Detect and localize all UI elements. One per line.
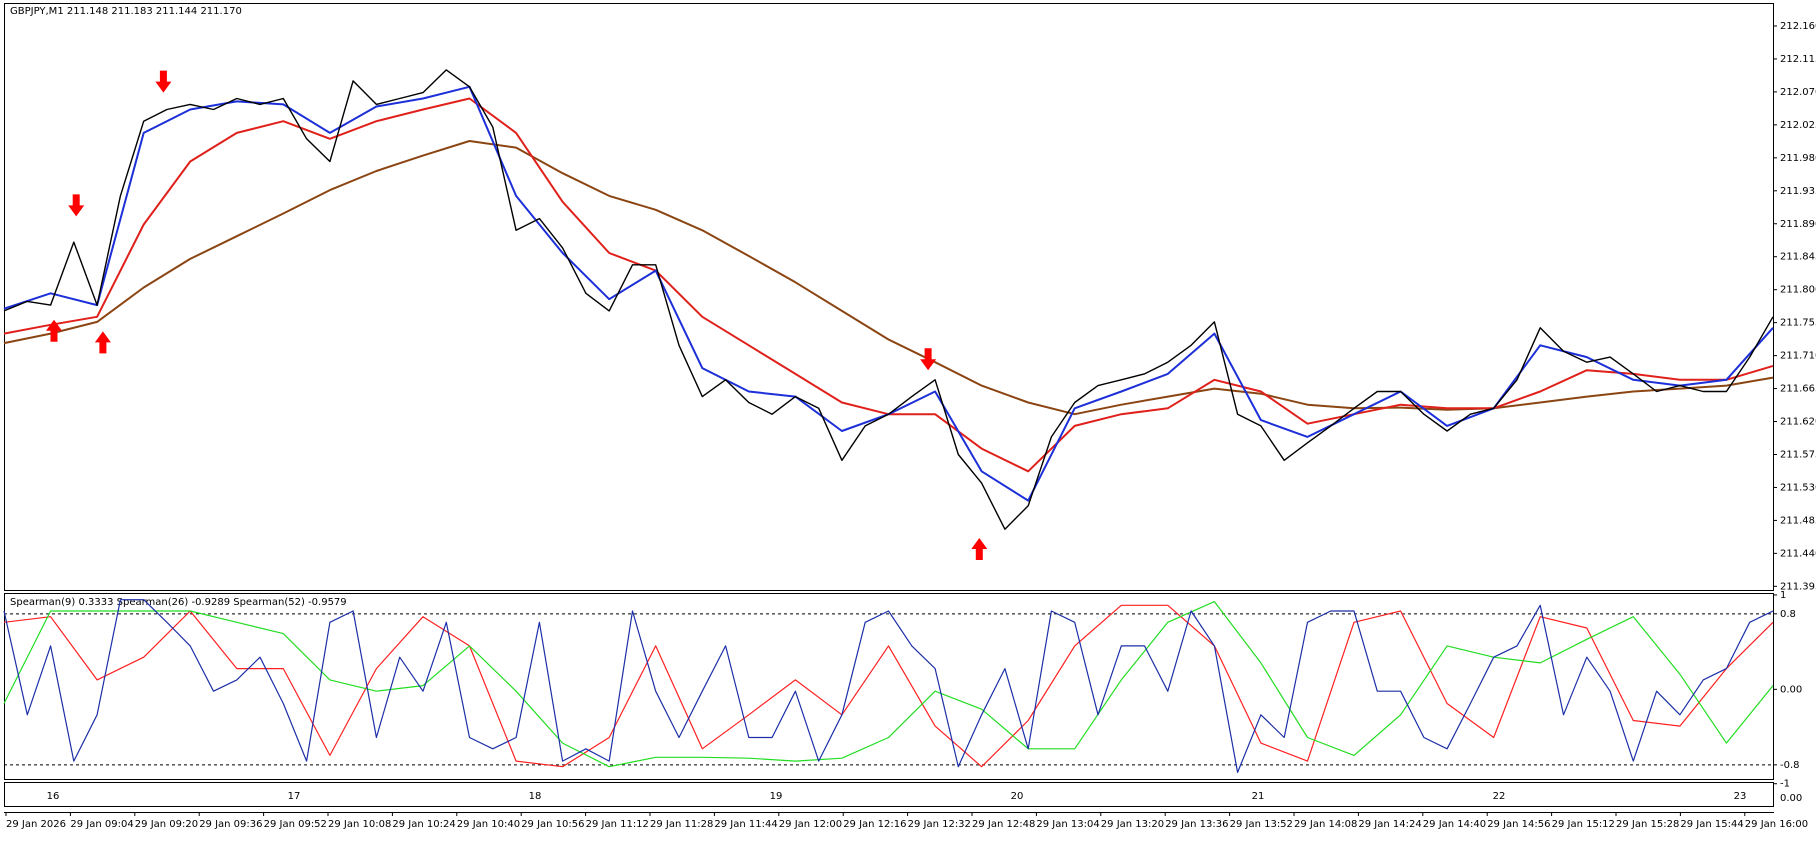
time-label: 29 Jan 12:48 — [972, 819, 1035, 830]
time-label: 29 Jan 13:36 — [1165, 819, 1228, 830]
oscillator-line — [3, 601, 1774, 768]
day-label: 23 — [1734, 791, 1747, 802]
time-label: 29 Jan 15:44 — [1680, 819, 1743, 830]
y-tick-label: -1 — [1780, 779, 1790, 790]
time-label: 29 Jan 11:28 — [650, 819, 713, 830]
day-label: 16 — [47, 791, 60, 802]
y-tick-label: 212.115 — [1780, 54, 1816, 65]
time-label: 29 Jan 16:00 — [1745, 819, 1808, 830]
time-label: 29 Jan 12:32 — [908, 819, 971, 830]
y-tick-label: 0.8 — [1780, 609, 1796, 620]
y-tick-label: 0.00 — [1780, 684, 1802, 695]
signal-arrow — [94, 331, 111, 354]
y-tick-label: 211.800 — [1780, 285, 1816, 296]
time-label: 29 Jan 14:24 — [1358, 819, 1421, 830]
time-label: 29 Jan 12:00 — [779, 819, 842, 830]
day-panel — [4, 782, 1774, 807]
signal-arrow — [155, 70, 172, 93]
y-tick-label: 211.935 — [1780, 186, 1816, 197]
oscillator-panel — [4, 593, 1774, 780]
y-tick-label: 212.070 — [1780, 87, 1816, 98]
time-label: 29 Jan 09:52 — [264, 819, 327, 830]
day-panel-axis-label: 0.00 — [1780, 793, 1802, 804]
y-tick-label: 211.620 — [1780, 417, 1816, 428]
y-tick-label: 211.440 — [1780, 548, 1816, 559]
price-line — [3, 69, 1774, 530]
time-label: 29 Jan 12:16 — [843, 819, 906, 830]
time-label: 29 Jan 10:08 — [328, 819, 391, 830]
time-label: 29 Jan 15:12 — [1552, 819, 1615, 830]
day-label: 22 — [1493, 791, 1506, 802]
time-label: 29 Jan 09:04 — [70, 819, 133, 830]
day-label: 20 — [1011, 791, 1024, 802]
signal-arrow — [920, 348, 937, 371]
price-header: GBPJPY,M1 211.148 211.183 211.144 211.17… — [10, 6, 242, 17]
time-label: 29 Jan 14:08 — [1294, 819, 1357, 830]
y-tick-label: -0.8 — [1780, 760, 1800, 771]
time-label: 29 Jan 14:56 — [1487, 819, 1550, 830]
time-label: 29 Jan 2026 — [6, 819, 66, 830]
y-tick-label: 211.665 — [1780, 384, 1816, 395]
time-label: 29 Jan 10:56 — [521, 819, 584, 830]
time-label: 29 Jan 15:28 — [1616, 819, 1679, 830]
day-label: 21 — [1252, 791, 1265, 802]
time-label: 29 Jan 11:12 — [586, 819, 649, 830]
y-tick-label: 211.710 — [1780, 351, 1816, 362]
y-tick-label: 211.845 — [1780, 252, 1816, 263]
y-tick-label: 212.025 — [1780, 120, 1816, 131]
y-tick-label: 211.890 — [1780, 219, 1816, 230]
y-tick-label: 211.980 — [1780, 153, 1816, 164]
time-label: 29 Jan 13:04 — [1036, 819, 1099, 830]
y-tick-label: 211.575 — [1780, 449, 1816, 460]
y-tick-label: 211.485 — [1780, 515, 1816, 526]
time-label: 29 Jan 13:52 — [1230, 819, 1293, 830]
y-tick-label: 1 — [1780, 590, 1786, 601]
signal-arrow — [46, 319, 62, 342]
price-panel — [4, 3, 1774, 591]
y-tick-label: 211.395 — [1780, 581, 1816, 592]
oscillator-line — [3, 604, 1774, 768]
y-tick-label: 211.530 — [1780, 482, 1816, 493]
day-label: 19 — [770, 791, 783, 802]
y-tick-label: 212.160 — [1780, 21, 1816, 32]
time-label: 29 Jan 11:44 — [714, 819, 777, 830]
time-label: 29 Jan 10:24 — [392, 819, 455, 830]
signal-arrow — [68, 194, 85, 217]
oscillator-line — [3, 599, 1774, 773]
oscillator-header: Spearman(9) 0.3333 Spearman(26) -0.9289 … — [10, 597, 347, 608]
time-label: 29 Jan 10:40 — [457, 819, 520, 830]
time-label: 29 Jan 09:20 — [135, 819, 198, 830]
day-label: 17 — [288, 791, 301, 802]
time-label: 29 Jan 09:36 — [199, 819, 262, 830]
y-tick-label: 211.755 — [1780, 318, 1816, 329]
time-label: 29 Jan 14:40 — [1423, 819, 1486, 830]
time-label: 29 Jan 13:20 — [1101, 819, 1164, 830]
signal-arrow — [971, 538, 988, 560]
day-label: 18 — [529, 791, 542, 802]
